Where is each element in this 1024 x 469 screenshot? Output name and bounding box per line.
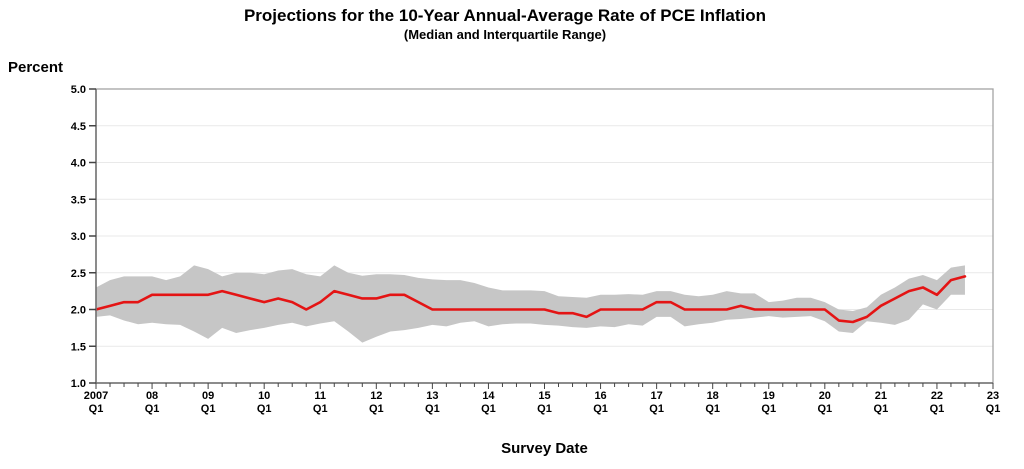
x-tick-label-year: 12: [370, 390, 382, 402]
x-axis-title: Survey Date: [501, 440, 588, 457]
x-tick-label-year: 22: [931, 390, 943, 402]
x-tick-label-quarter: Q1: [481, 403, 496, 415]
x-tick-label-quarter: Q1: [930, 403, 945, 415]
y-tick-label: 4.0: [71, 158, 86, 170]
x-tick-label-year: 09: [202, 390, 214, 402]
x-tick-label-quarter: Q1: [986, 403, 1001, 415]
y-tick-label: 1.5: [71, 341, 86, 353]
x-tick-label-quarter: Q1: [89, 403, 104, 415]
x-tick-label-quarter: Q1: [761, 403, 776, 415]
y-tick-label: 5.0: [71, 84, 86, 96]
chart-title: Projections for the 10-Year Annual-Avera…: [243, 6, 767, 25]
x-tick-label-year: 2007: [84, 390, 108, 402]
y-tick-label: 3.0: [71, 231, 86, 243]
y-tick-label: 2.5: [71, 268, 86, 280]
x-tick-label-quarter: Q1: [705, 403, 720, 415]
x-tick-label-quarter: Q1: [257, 403, 272, 415]
x-tick-label-year: 08: [146, 390, 158, 402]
x-tick-label-quarter: Q1: [537, 403, 552, 415]
x-tick-label-quarter: Q1: [145, 403, 160, 415]
x-tick-label-quarter: Q1: [817, 403, 832, 415]
median-line: [94, 275, 967, 324]
x-tick-label-quarter: Q1: [425, 403, 440, 415]
y-tick-label: 3.5: [71, 194, 86, 206]
chart-subtitle: (Median and Interquartile Range): [403, 27, 607, 42]
iqr-band: [96, 265, 965, 343]
x-tick-label-year: 10: [258, 390, 270, 402]
x-tick-label-quarter: Q1: [369, 403, 384, 415]
x-tick-label-year: 18: [707, 390, 719, 402]
x-tick-label-year: 15: [538, 390, 550, 402]
x-tick-label-quarter: Q1: [593, 403, 608, 415]
x-tick-label-quarter: Q1: [313, 403, 328, 415]
y-tick-label: 4.5: [71, 121, 86, 133]
x-tick-label-year: 23: [987, 390, 999, 402]
x-tick-label-year: 17: [651, 390, 663, 402]
x-tick-label-quarter: Q1: [201, 403, 216, 415]
x-tick-label-year: 20: [819, 390, 831, 402]
y-tick-label: 2.0: [71, 305, 86, 317]
x-tick-label-year: 16: [594, 390, 606, 402]
x-tick-label-year: 19: [763, 390, 775, 402]
x-tick-label-year: 11: [314, 390, 326, 402]
x-tick-label-year: 14: [482, 390, 495, 402]
x-tick-label-year: 21: [875, 390, 887, 402]
x-tick-label-quarter: Q1: [649, 403, 664, 415]
y-tick-label: 1.0: [71, 378, 86, 390]
x-tick-label-quarter: Q1: [874, 403, 889, 415]
x-tick-label-year: 13: [426, 390, 438, 402]
y-axis-title: Percent: [8, 59, 64, 76]
